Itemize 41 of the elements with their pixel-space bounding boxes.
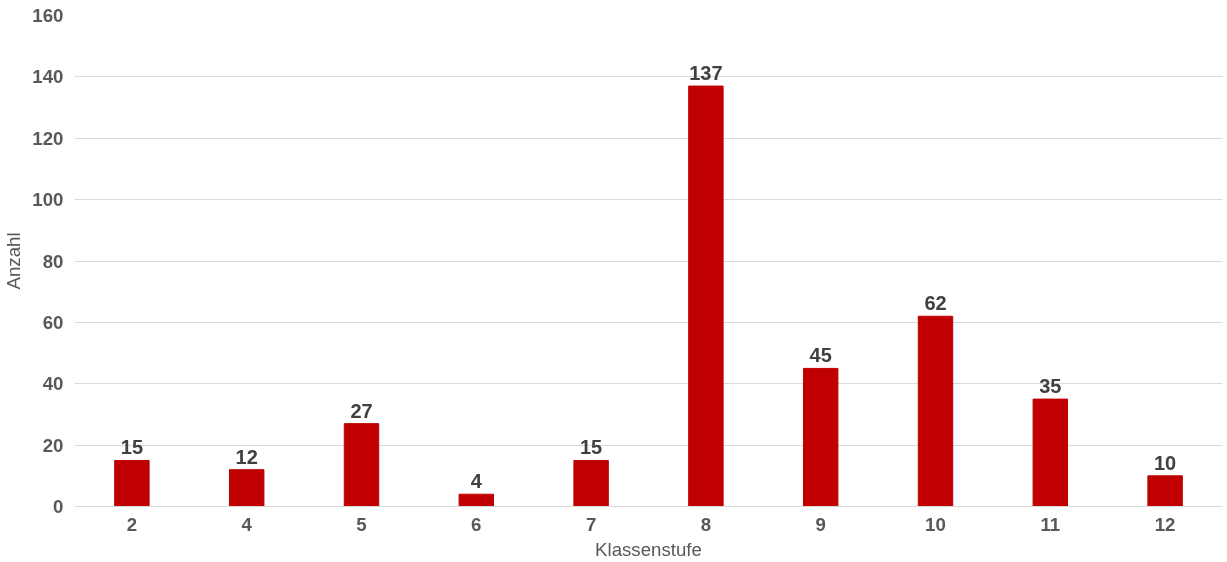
data-label: 137 xyxy=(689,62,723,85)
bar xyxy=(343,423,380,507)
bar xyxy=(917,315,954,507)
y-tick-label: 140 xyxy=(32,66,64,88)
x-tick-label: 4 xyxy=(241,513,253,535)
bar xyxy=(802,367,839,507)
x-tick-label: 7 xyxy=(585,513,597,535)
data-label: 35 xyxy=(1039,375,1062,398)
data-label: 4 xyxy=(470,470,483,493)
y-tick-label: 20 xyxy=(42,434,64,456)
y-tick-label: 0 xyxy=(53,496,64,517)
x-axis-title: Klassenstufe xyxy=(595,538,702,560)
bar xyxy=(688,85,724,507)
y-tick-label: 160 xyxy=(32,5,64,26)
bar xyxy=(1032,398,1069,507)
bar xyxy=(1147,475,1183,507)
y-tick-label: 100 xyxy=(32,189,64,211)
x-tick-label: 5 xyxy=(356,513,367,535)
x-tick-label: 11 xyxy=(1040,513,1061,535)
data-label: 15 xyxy=(579,436,603,459)
data-label: 45 xyxy=(809,344,832,367)
x-tick-label: 9 xyxy=(815,513,826,535)
y-tick-label: 120 xyxy=(32,127,64,149)
data-label: 12 xyxy=(235,445,258,468)
bar xyxy=(228,469,265,507)
y-axis-title: Anzahl xyxy=(3,232,25,290)
bar xyxy=(573,459,609,507)
y-tick-label: 40 xyxy=(42,373,64,395)
data-label: 62 xyxy=(924,292,947,315)
bar xyxy=(114,459,150,507)
x-tick-label: 2 xyxy=(126,513,138,535)
data-label: 10 xyxy=(1153,451,1177,474)
y-tick-label: 60 xyxy=(42,311,64,333)
x-tick-label: 8 xyxy=(700,513,712,535)
data-label: 15 xyxy=(120,436,144,459)
x-tick-label: 10 xyxy=(925,513,946,535)
x-tick-label: 12 xyxy=(1154,513,1176,535)
y-tick-label: 80 xyxy=(42,250,64,272)
data-label: 27 xyxy=(350,399,373,422)
x-tick-label: 6 xyxy=(471,513,482,535)
bar xyxy=(458,493,495,507)
